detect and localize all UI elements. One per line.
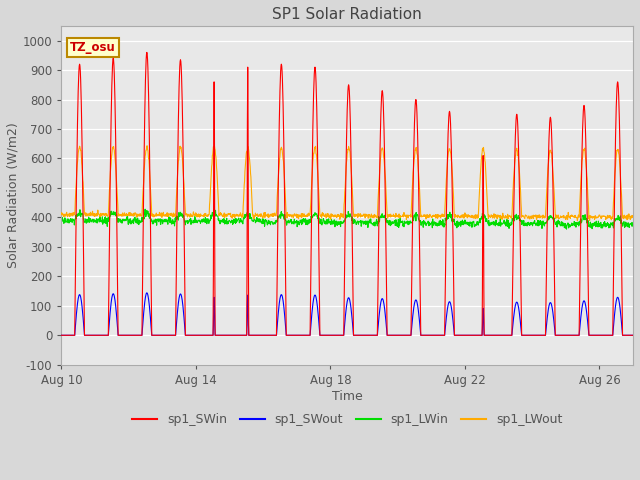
X-axis label: Time: Time — [332, 390, 363, 403]
Legend: sp1_SWin, sp1_SWout, sp1_LWin, sp1_LWout: sp1_SWin, sp1_SWout, sp1_LWin, sp1_LWout — [127, 408, 567, 431]
Text: TZ_osu: TZ_osu — [70, 41, 116, 54]
Title: SP1 Solar Radiation: SP1 Solar Radiation — [273, 7, 422, 22]
Y-axis label: Solar Radiation (W/m2): Solar Radiation (W/m2) — [7, 122, 20, 268]
